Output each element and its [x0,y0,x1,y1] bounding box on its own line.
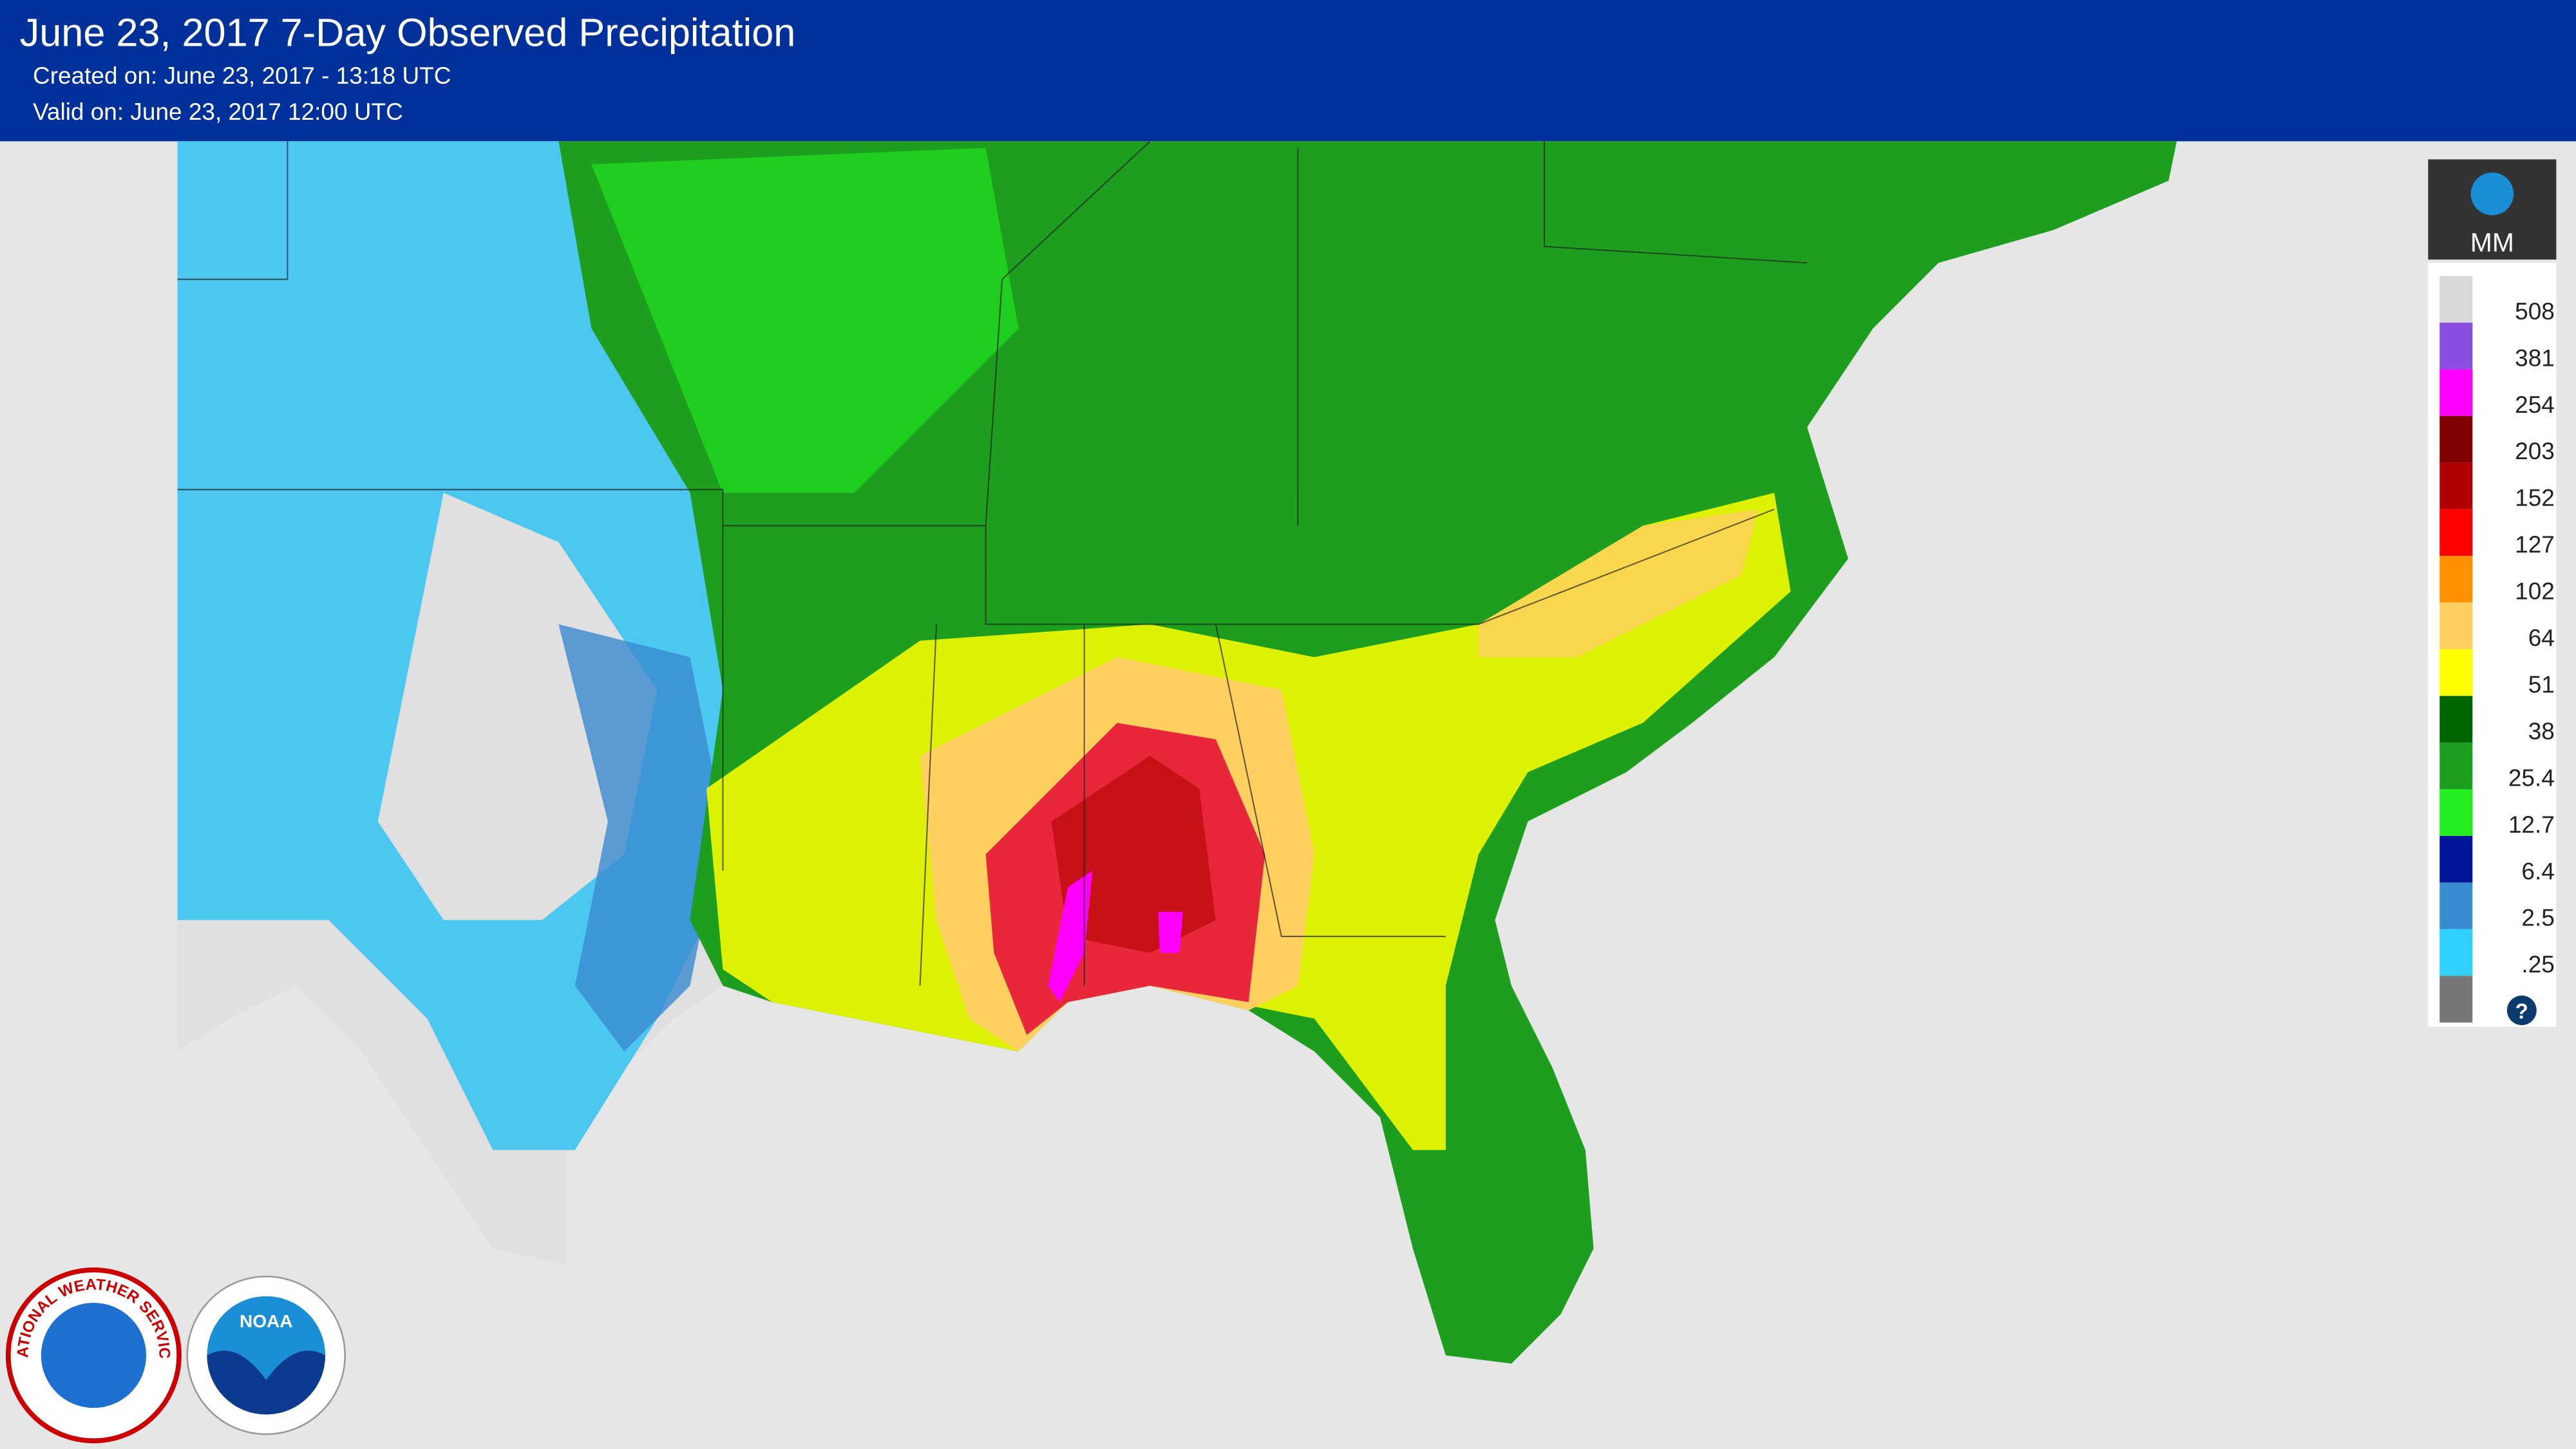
legend-label: 102 [2515,578,2555,605]
noaa-icon [2470,172,2514,216]
precip-map [177,140,2177,1364]
max-area-1 [1048,871,1093,1003]
state-borders [177,140,1808,986]
legend-scale: 508 381 254 203 152 127 102 64 51 38 25.4 12.7 6.4 2.… [2428,263,2557,1027]
dark-red-area [1051,755,1216,953]
legend-swatch [2439,556,2473,603]
legend-swatch [2439,602,2473,650]
legend-label: 51 [2528,672,2555,698]
legend-swatch [2439,882,2473,929]
legend-label: 6.4 [2521,858,2554,884]
title: June 23, 2017 7-Day Observed Precipitati… [20,10,796,54]
legend-label: 254 [2515,392,2555,418]
legend-label: 38 [2528,718,2555,744]
legend-label: 12.7 [2508,811,2555,838]
legend-label: 381 [2515,345,2555,371]
legend-swatch [2439,323,2473,370]
legend-swatch [2439,835,2473,883]
legend: MM 508 381 254 203 152 127 102 64 51 38 25.4 12.7 6.… [2428,159,2557,1027]
dry-area [377,493,658,920]
legend-label: 127 [2515,531,2555,558]
legend-label: 203 [2515,438,2555,464]
help-button[interactable] [2506,995,2537,1025]
noaa-wave [207,1350,326,1415]
valid-time: Valid on: June 23, 2017 12:00 UTC [33,99,403,125]
legend-swatch [2439,696,2473,743]
max-area-2 [1158,911,1183,953]
legend-swatch [2439,276,2473,323]
legend-label: 2.5 [2521,905,2554,931]
noaa-text: NOAA [240,1311,293,1331]
legend-swatch [2439,415,2473,463]
created-time: Created on: June 23, 2017 - 13:18 UTC [33,62,451,89]
legend-swatch [2439,743,2473,790]
east-orange-band [1478,509,1758,658]
light-green-area [591,147,1019,493]
legend-label: 64 [2528,625,2555,651]
legend-label: 508 [2515,298,2555,325]
moderate-area [558,624,723,1052]
legend-swatch [2439,369,2473,416]
legend-swatch [2439,929,2473,976]
legend-swatch [2439,789,2473,836]
nws-center [41,1302,147,1408]
legend-swatch [2439,649,2473,696]
legend-label: .25 [2521,951,2554,978]
legend-unit: MM [2470,227,2514,257]
help-label[interactable]: ? [2515,1000,2528,1024]
noaa-logo: NOAA [186,1275,346,1435]
legend-swatch [2439,462,2473,509]
header-bar [0,0,2576,142]
legend-label: 152 [2515,485,2555,511]
legend-label: 25.4 [2508,764,2555,791]
legend-swatch-missing [2439,976,2473,1023]
legend-swatch [2439,509,2473,556]
